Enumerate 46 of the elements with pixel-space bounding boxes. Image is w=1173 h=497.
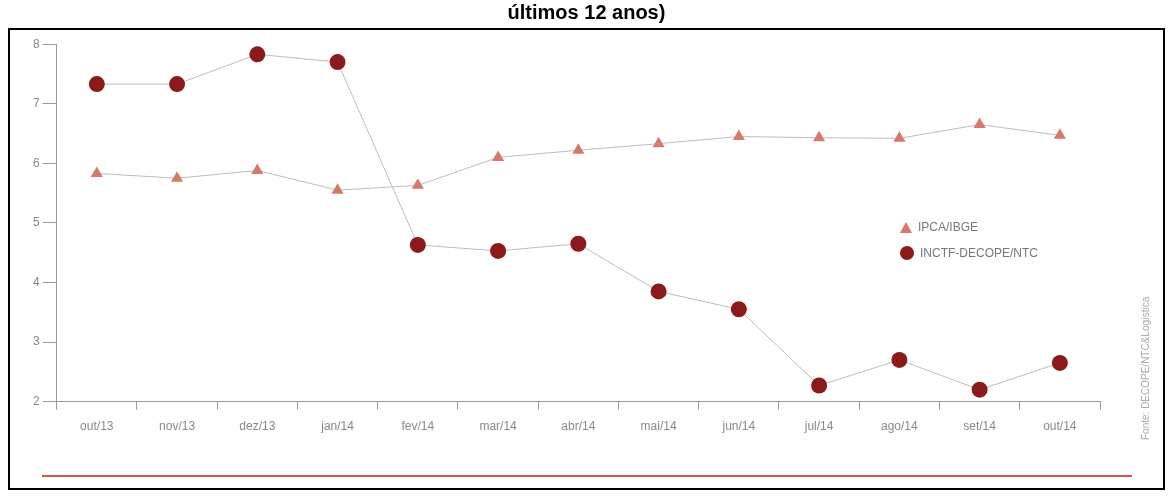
point — [1053, 128, 1066, 139]
point — [90, 166, 103, 177]
point — [650, 283, 667, 300]
point — [572, 143, 585, 154]
point — [331, 183, 344, 194]
y-tick-label: 4 — [32, 274, 40, 289]
legend-label: IPCA/IBGE — [918, 220, 979, 234]
point — [570, 235, 587, 252]
point — [171, 171, 184, 182]
point — [730, 301, 747, 318]
y-tick-label: 6 — [32, 155, 40, 170]
y-tick-label: 8 — [32, 36, 40, 51]
point — [891, 351, 908, 368]
x-tick-label: dez/13 — [239, 419, 276, 434]
point — [813, 130, 826, 142]
y-tick-label: 2 — [32, 393, 40, 408]
point — [411, 178, 424, 189]
x-tick-label: nov/13 — [159, 419, 196, 434]
point — [811, 377, 828, 394]
x-tick-label: jan/14 — [320, 419, 355, 434]
chart-title: últimos 12 anos) — [506, 0, 667, 24]
point — [490, 242, 507, 259]
y-tick-label: 3 — [32, 334, 40, 349]
y-tick-label: 5 — [32, 215, 40, 230]
point — [652, 136, 665, 148]
x-tick-label: ago/14 — [881, 419, 919, 434]
x-tick-label: fev/14 — [401, 419, 435, 434]
point — [251, 163, 264, 174]
point — [971, 381, 988, 398]
point — [409, 236, 426, 253]
x-tick-label: jun/14 — [721, 419, 756, 434]
x-tick-label: mar/14 — [479, 419, 518, 434]
point — [1051, 354, 1068, 371]
x-tick-label: abr/14 — [561, 419, 596, 434]
legend-label: INCTF-DECOPE/NTC — [920, 246, 1038, 260]
x-tick-label: out/13 — [80, 419, 114, 434]
source-note: Fonte: DECOPE/NTC&Logística — [1140, 296, 1151, 440]
point — [492, 150, 505, 161]
point — [973, 117, 986, 129]
x-tick-label: out/14 — [1043, 419, 1077, 434]
point — [893, 131, 906, 142]
x-tick-label: jul/14 — [803, 419, 834, 434]
point — [732, 129, 745, 141]
x-tick-label: set/14 — [963, 419, 997, 434]
x-tick-label: mai/14 — [640, 419, 677, 434]
y-tick-label: 7 — [32, 96, 40, 111]
